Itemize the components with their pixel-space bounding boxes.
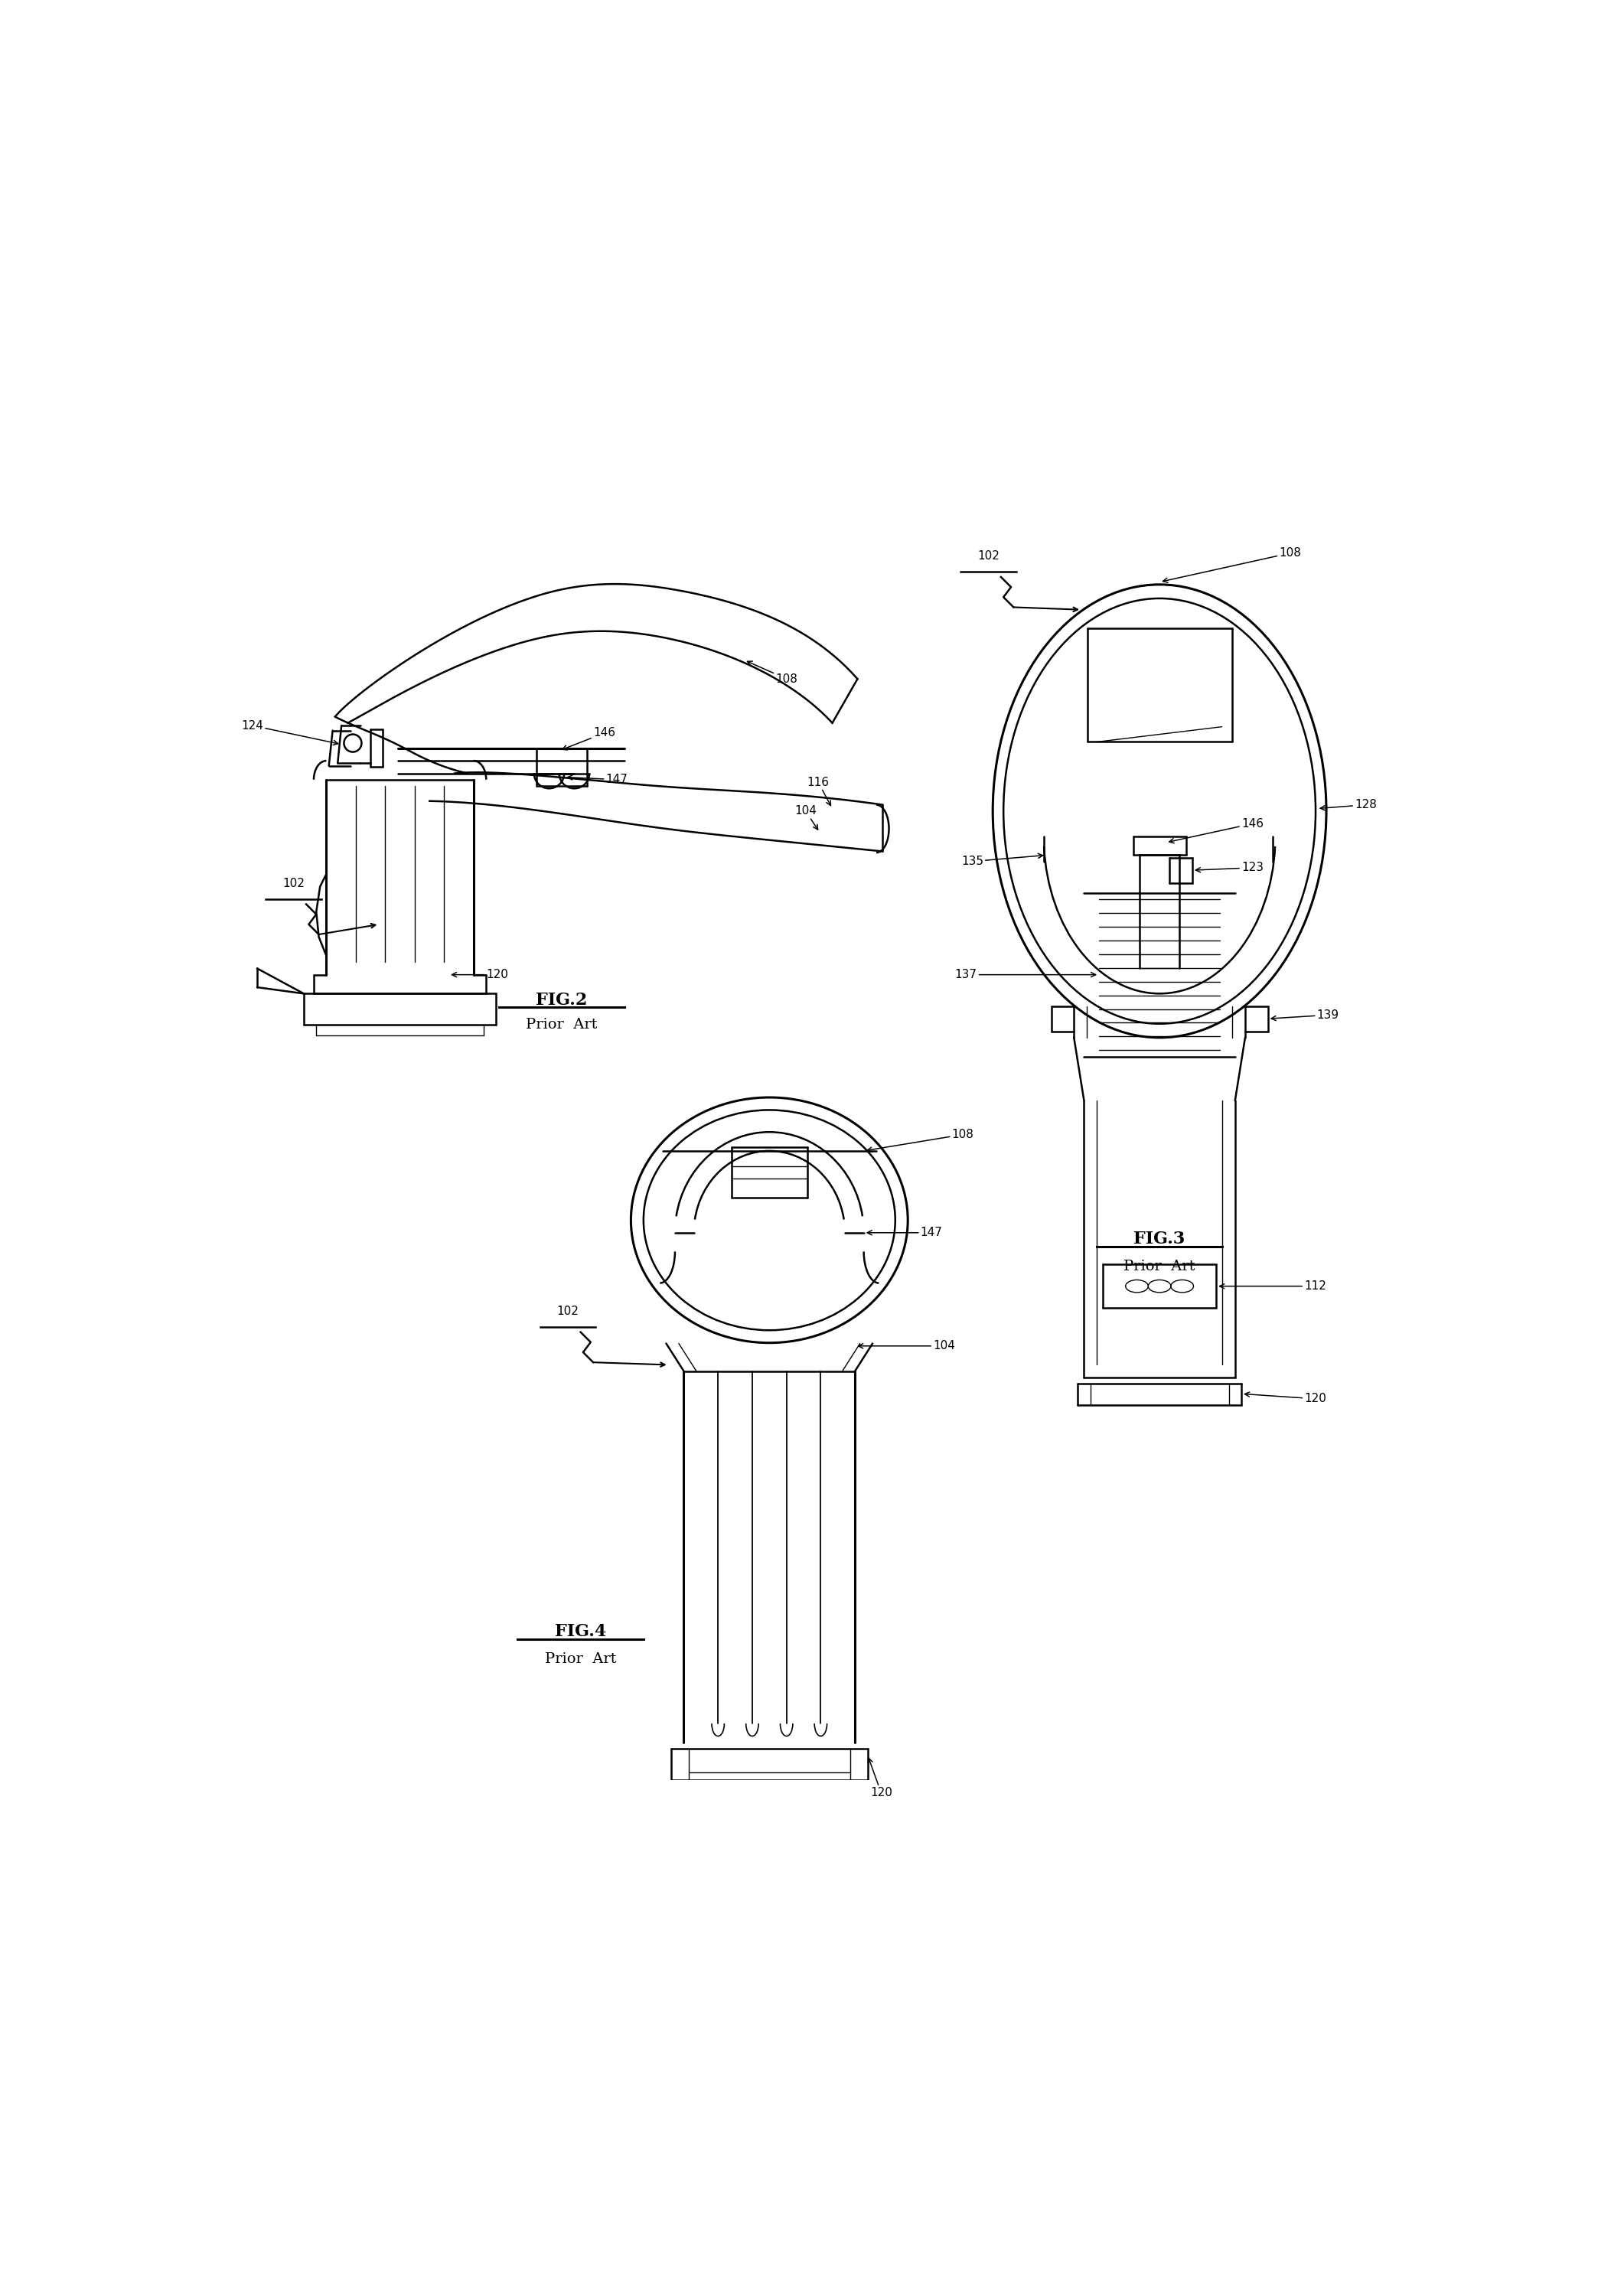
Text: 102: 102 (283, 877, 305, 889)
Text: 108: 108 (747, 661, 797, 684)
Text: 147: 147 (568, 775, 628, 786)
Text: 108: 108 (1163, 547, 1301, 583)
Text: 102: 102 (978, 552, 999, 563)
Text: 137: 137 (955, 969, 1096, 980)
Text: FIG.4: FIG.4 (555, 1623, 606, 1641)
Text: 120: 120 (451, 969, 508, 980)
Text: FIG.2: FIG.2 (536, 991, 588, 1007)
Text: Prior  Art: Prior Art (1124, 1260, 1195, 1274)
Text: 146: 146 (1169, 818, 1263, 843)
Text: Prior  Art: Prior Art (526, 1019, 598, 1032)
Text: 147: 147 (867, 1226, 942, 1237)
Text: 120: 120 (1244, 1392, 1327, 1404)
Text: 123: 123 (1195, 861, 1263, 873)
Text: 104: 104 (859, 1340, 955, 1351)
Text: Prior  Art: Prior Art (544, 1652, 617, 1666)
Text: FIG.3: FIG.3 (1134, 1231, 1186, 1247)
Text: 146: 146 (562, 727, 615, 750)
Text: 104: 104 (794, 804, 818, 830)
Text: 124: 124 (242, 720, 338, 745)
Text: 102: 102 (557, 1306, 580, 1317)
Text: 139: 139 (1272, 1010, 1340, 1021)
Text: 108: 108 (867, 1128, 974, 1151)
Text: 120: 120 (869, 1757, 892, 1798)
Text: 116: 116 (807, 777, 831, 804)
Text: 135: 135 (961, 855, 1043, 868)
Text: 128: 128 (1320, 800, 1377, 811)
Text: 112: 112 (1220, 1281, 1327, 1292)
